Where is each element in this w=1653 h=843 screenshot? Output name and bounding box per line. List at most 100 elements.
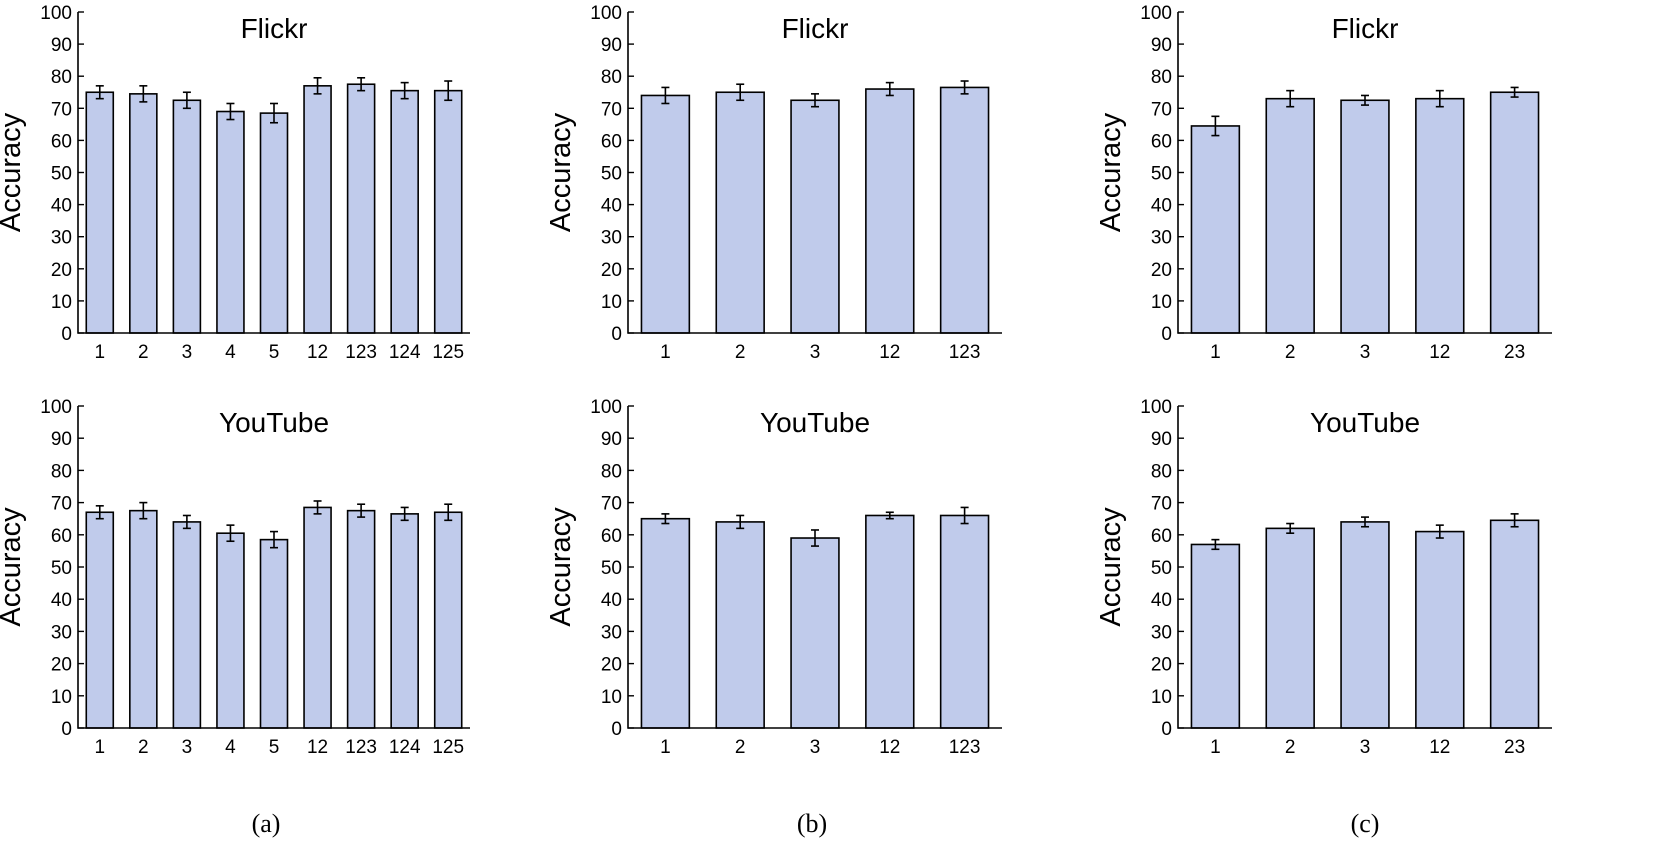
bar bbox=[865, 514, 915, 729]
y-tick-label: 30 bbox=[1151, 622, 1172, 643]
bar bbox=[939, 86, 990, 334]
y-tick-label: 100 bbox=[40, 3, 72, 24]
bar bbox=[865, 88, 915, 334]
y-tick-label: 20 bbox=[1151, 260, 1172, 281]
y-tick-label: 100 bbox=[40, 397, 72, 418]
chart-title: YouTube bbox=[760, 407, 870, 438]
x-tick-label: 1 bbox=[660, 342, 671, 363]
chart-title: Flickr bbox=[782, 13, 849, 44]
y-tick-label: 0 bbox=[1161, 324, 1172, 345]
bar bbox=[1190, 543, 1241, 729]
y-axis-label: Accuracy bbox=[545, 112, 577, 232]
bar bbox=[216, 532, 245, 729]
bar bbox=[1489, 91, 1540, 334]
y-tick-label: 50 bbox=[601, 558, 622, 579]
x-tick-label: 3 bbox=[1360, 342, 1371, 363]
y-axis-label: Accuracy bbox=[0, 507, 27, 627]
x-tick-label: 1 bbox=[94, 342, 105, 363]
y-tick-label: 10 bbox=[1151, 687, 1172, 708]
x-tick-label: 12 bbox=[879, 342, 900, 363]
y-tick-label: 20 bbox=[51, 655, 72, 676]
y-axis-label: Accuracy bbox=[545, 507, 577, 627]
y-tick-label: 60 bbox=[51, 131, 72, 152]
y-tick-label: 40 bbox=[601, 590, 622, 611]
x-tick-label: 2 bbox=[138, 737, 149, 758]
y-tick-label: 60 bbox=[1151, 526, 1172, 547]
y-tick-label: 30 bbox=[601, 622, 622, 643]
x-tick-label: 1 bbox=[1210, 342, 1221, 363]
y-tick-label: 40 bbox=[51, 196, 72, 217]
x-tick-label: 2 bbox=[735, 342, 746, 363]
bar bbox=[346, 509, 376, 729]
bar bbox=[433, 89, 463, 334]
x-tick-label: 3 bbox=[182, 342, 193, 363]
x-tick-label: 23 bbox=[1504, 737, 1525, 758]
x-tick-label: 123 bbox=[949, 737, 981, 758]
y-tick-label: 70 bbox=[51, 99, 72, 120]
y-tick-label: 50 bbox=[1151, 558, 1172, 579]
bar bbox=[1340, 99, 1390, 334]
x-tick-label: 4 bbox=[225, 737, 236, 758]
bar bbox=[390, 89, 419, 334]
y-tick-label: 90 bbox=[1151, 35, 1172, 56]
x-tick-label: 2 bbox=[1285, 342, 1296, 363]
bar bbox=[259, 112, 289, 334]
x-tick-label: 12 bbox=[1429, 737, 1450, 758]
y-tick-label: 30 bbox=[51, 622, 72, 643]
y-axis-label: Accuracy bbox=[1095, 507, 1127, 627]
y-tick-label: 90 bbox=[601, 429, 622, 450]
x-tick-label: 3 bbox=[810, 342, 821, 363]
y-tick-label: 0 bbox=[611, 324, 622, 345]
y-tick-label: 80 bbox=[601, 461, 622, 482]
chart-title: YouTube bbox=[1310, 407, 1420, 438]
x-tick-label: 1 bbox=[660, 737, 671, 758]
x-tick-label: 2 bbox=[735, 737, 746, 758]
y-tick-label: 100 bbox=[590, 397, 622, 418]
panel-captions: (a) (b) (c) bbox=[252, 809, 1380, 838]
x-tick-label: 12 bbox=[307, 342, 328, 363]
y-tick-label: 20 bbox=[601, 655, 622, 676]
y-tick-label: 80 bbox=[51, 461, 72, 482]
x-tick-label: 123 bbox=[345, 342, 377, 363]
y-tick-label: 50 bbox=[1151, 164, 1172, 185]
y-tick-label: 60 bbox=[601, 526, 622, 547]
y-tick-label: 80 bbox=[51, 67, 72, 88]
x-tick-label: 23 bbox=[1504, 342, 1525, 363]
x-tick-label: 3 bbox=[810, 737, 821, 758]
y-tick-label: 40 bbox=[1151, 590, 1172, 611]
y-tick-label: 80 bbox=[1151, 67, 1172, 88]
bar bbox=[1265, 97, 1315, 334]
bar bbox=[259, 538, 289, 729]
y-tick-label: 10 bbox=[601, 292, 622, 313]
y-tick-label: 70 bbox=[601, 494, 622, 515]
y-tick-label: 20 bbox=[51, 260, 72, 281]
x-tick-label: 123 bbox=[345, 737, 377, 758]
x-tick-label: 125 bbox=[432, 737, 464, 758]
y-tick-label: 60 bbox=[601, 131, 622, 152]
caption-b: (b) bbox=[797, 809, 827, 838]
x-tick-label: 3 bbox=[1360, 737, 1371, 758]
y-tick-label: 0 bbox=[61, 719, 72, 740]
bar bbox=[715, 91, 765, 334]
x-tick-label: 123 bbox=[949, 342, 981, 363]
x-tick-label: 2 bbox=[1285, 737, 1296, 758]
x-tick-label: 12 bbox=[307, 737, 328, 758]
y-axis-label: Accuracy bbox=[1095, 112, 1127, 232]
y-tick-label: 90 bbox=[51, 35, 72, 56]
bar bbox=[1415, 97, 1465, 334]
y-tick-label: 100 bbox=[1140, 3, 1172, 24]
y-tick-label: 80 bbox=[601, 67, 622, 88]
bar bbox=[790, 537, 840, 729]
x-tick-label: 4 bbox=[225, 342, 236, 363]
x-tick-label: 5 bbox=[269, 737, 280, 758]
chart-title: Flickr bbox=[1332, 13, 1399, 44]
bar bbox=[172, 521, 202, 729]
x-tick-label: 12 bbox=[1429, 342, 1450, 363]
bar bbox=[303, 506, 332, 729]
bar bbox=[303, 85, 332, 334]
y-axis-label: Accuracy bbox=[0, 112, 27, 232]
